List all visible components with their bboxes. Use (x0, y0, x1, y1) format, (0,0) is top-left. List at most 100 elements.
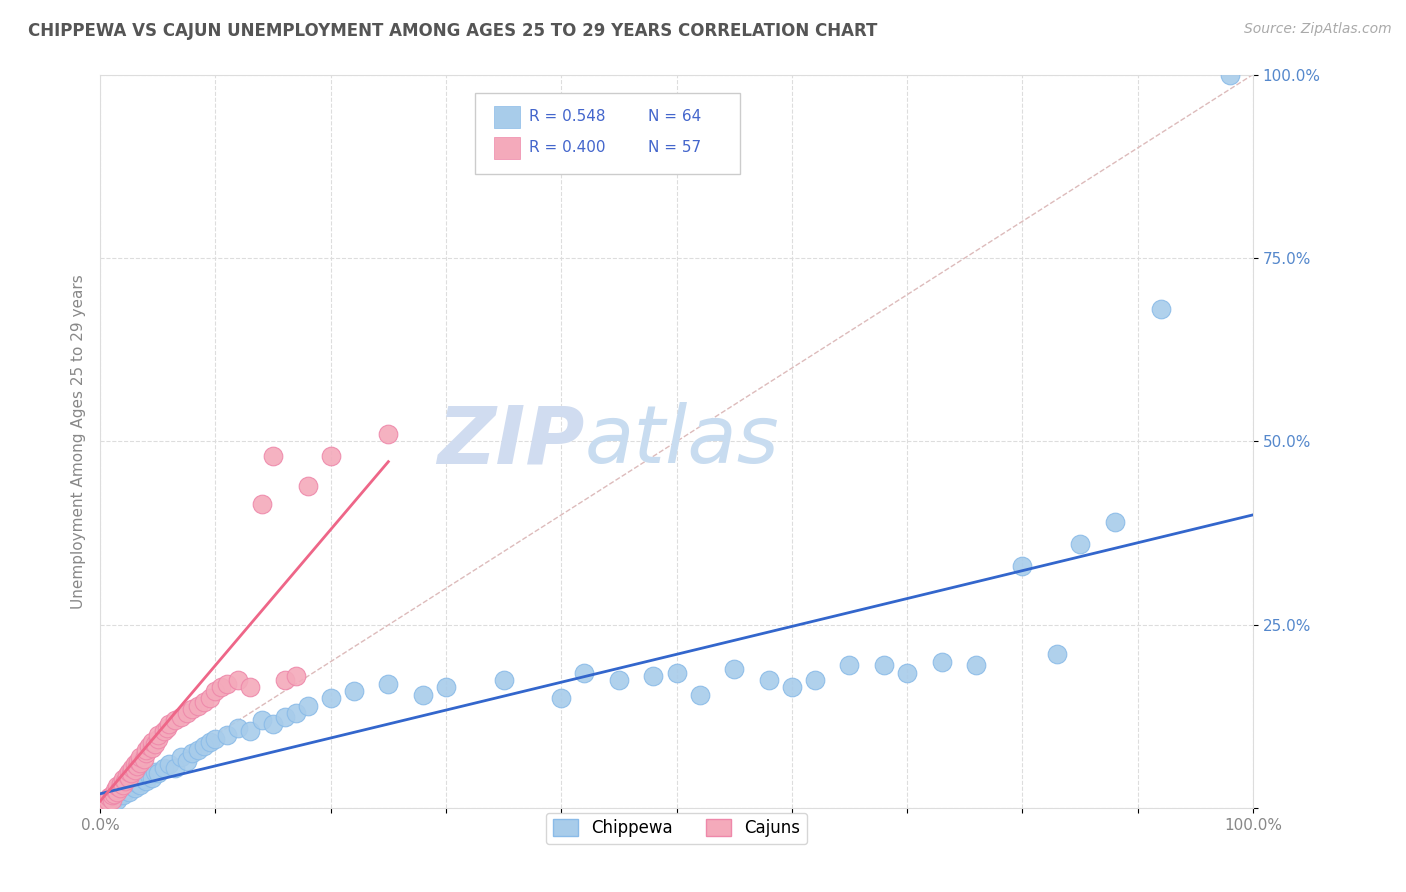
Point (689, 688, 711, 702)
Point (1104, 515, 1126, 529)
Point (146, 766, 169, 780)
Point (262, 449, 284, 463)
Point (112, 778, 135, 792)
Point (176, 706, 198, 720)
Point (118, 771, 141, 785)
Point (1219, 68, 1241, 82)
Point (377, 676, 399, 690)
Point (132, 751, 155, 765)
Point (931, 655, 953, 669)
Point (723, 662, 745, 676)
Point (273, 709, 295, 723)
Point (124, 764, 146, 778)
Point (118, 785, 141, 799)
Point (896, 665, 918, 680)
Legend: Chippewa, Cajuns: Chippewa, Cajuns (546, 813, 807, 844)
Point (125, 776, 148, 790)
Point (198, 691, 221, 706)
Point (643, 669, 665, 683)
Point (129, 750, 152, 764)
Point (135, 747, 157, 761)
Point (124, 757, 146, 772)
Point (804, 673, 827, 687)
Point (97, 794, 120, 808)
Point (145, 764, 167, 779)
FancyBboxPatch shape (495, 136, 520, 159)
Point (120, 766, 142, 780)
Point (94, 796, 117, 810)
Point (250, 714, 273, 728)
Point (187, 743, 209, 757)
Point (141, 771, 163, 785)
Point (187, 698, 209, 713)
Point (1069, 537, 1091, 551)
Point (285, 706, 308, 720)
Point (492, 673, 515, 687)
Point (550, 691, 572, 706)
Point (108, 780, 131, 795)
Point (146, 731, 169, 746)
Point (780, 681, 803, 695)
Point (127, 754, 149, 768)
Point (114, 783, 136, 797)
Point (434, 681, 457, 695)
Point (107, 780, 129, 794)
Text: R = 0.400: R = 0.400 (529, 140, 606, 155)
Point (114, 773, 136, 788)
Point (110, 787, 132, 801)
Point (112, 789, 135, 803)
Point (181, 702, 204, 716)
Point (118, 764, 141, 779)
Point (607, 673, 630, 687)
Point (228, 721, 250, 735)
Point (129, 756, 152, 770)
Point (103, 790, 125, 805)
Point (170, 750, 193, 764)
Point (141, 741, 163, 756)
Point (319, 449, 342, 463)
Text: R = 0.548: R = 0.548 (529, 109, 606, 124)
Point (758, 673, 780, 687)
Point (412, 688, 434, 702)
Point (262, 717, 284, 731)
Point (215, 676, 238, 690)
Point (112, 772, 135, 786)
Point (297, 478, 319, 492)
Point (965, 658, 987, 673)
Point (135, 773, 157, 788)
Point (1150, 302, 1173, 317)
Point (176, 754, 198, 768)
Point (181, 747, 204, 761)
Point (93, 797, 115, 812)
Point (285, 669, 308, 683)
Text: atlas: atlas (585, 402, 779, 481)
FancyBboxPatch shape (495, 106, 520, 128)
Point (100, 796, 122, 810)
Point (156, 721, 179, 735)
Point (343, 684, 366, 698)
Point (170, 709, 193, 723)
Point (98, 794, 121, 808)
Point (115, 768, 138, 782)
Point (665, 665, 688, 680)
Point (94, 797, 117, 812)
Point (107, 785, 129, 799)
Point (98, 790, 121, 805)
Point (103, 787, 125, 801)
Point (193, 739, 215, 753)
Point (250, 497, 273, 511)
Text: N = 64: N = 64 (648, 109, 702, 124)
Point (209, 681, 232, 695)
Point (145, 737, 167, 751)
Point (138, 739, 160, 753)
Point (228, 673, 250, 687)
Point (121, 780, 143, 794)
FancyBboxPatch shape (475, 93, 740, 174)
Point (165, 714, 187, 728)
Point (135, 743, 157, 757)
Point (121, 761, 143, 775)
Point (297, 698, 319, 713)
Point (574, 665, 596, 680)
Text: CHIPPEWA VS CAJUN UNEMPLOYMENT AMONG AGES 25 TO 29 YEARS CORRELATION CHART: CHIPPEWA VS CAJUN UNEMPLOYMENT AMONG AGE… (28, 22, 877, 40)
Point (125, 759, 148, 773)
